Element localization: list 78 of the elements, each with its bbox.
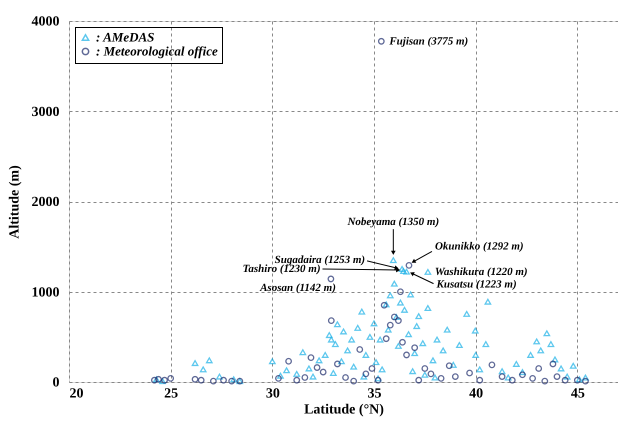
y-tick-label: 2000 — [32, 195, 60, 210]
point — [415, 376, 422, 384]
point — [399, 338, 406, 346]
point — [374, 376, 382, 384]
legend-label: : Meteorological office — [96, 44, 218, 58]
x-tick-label: 25 — [164, 386, 178, 402]
point — [541, 378, 548, 384]
point — [301, 374, 308, 381]
point — [438, 375, 444, 382]
point — [386, 322, 394, 329]
point — [488, 361, 496, 368]
point — [328, 276, 334, 282]
point — [529, 375, 536, 382]
point — [378, 38, 385, 45]
y-tick-label: 4000 — [32, 14, 60, 30]
point — [334, 360, 341, 368]
point — [582, 378, 589, 384]
point — [476, 376, 484, 384]
x-tick-label: 45 — [570, 386, 585, 402]
point — [562, 376, 569, 384]
annotation: Washikura (1220 m) — [434, 266, 528, 278]
point — [308, 354, 314, 362]
point — [151, 376, 158, 384]
x-axis-title: Latitude (°N) — [304, 402, 384, 418]
annotation: Sugadaira (1253 m) — [274, 254, 366, 266]
y-tick-label: 1000 — [32, 285, 60, 300]
point — [406, 262, 412, 269]
point — [421, 365, 428, 372]
annotation: Kusatsu (1223 m) — [436, 278, 517, 291]
point — [192, 376, 198, 383]
point — [397, 288, 404, 296]
point — [275, 375, 282, 382]
point — [161, 376, 168, 384]
point — [350, 378, 358, 384]
point — [320, 368, 327, 376]
point — [167, 375, 174, 382]
point — [362, 370, 370, 378]
point — [508, 376, 516, 384]
point — [228, 378, 236, 384]
point — [220, 376, 227, 384]
point — [155, 376, 162, 383]
point — [198, 376, 205, 384]
point — [446, 362, 453, 370]
x-tick-label: 40 — [469, 386, 484, 402]
annotation: Nobeyama (1350 m) — [346, 216, 440, 228]
point — [328, 317, 335, 324]
point — [411, 344, 418, 352]
annotation: Okunikko (1292 m) — [434, 240, 524, 252]
point — [356, 346, 364, 353]
annotation: Asosan (1142 m) — [259, 282, 336, 294]
point — [498, 373, 506, 380]
y-tick-label: 0 — [52, 376, 60, 390]
x-tick-label: 35 — [368, 386, 382, 402]
point — [403, 352, 410, 358]
point — [452, 373, 459, 380]
point — [314, 364, 320, 371]
point — [395, 317, 402, 324]
point — [535, 365, 542, 372]
y-tick-label: 3000 — [32, 104, 60, 120]
x-tick-label: 30 — [266, 386, 280, 402]
legend-label: : AMeDAS — [96, 30, 154, 44]
point — [342, 374, 349, 381]
point — [380, 302, 388, 309]
point — [285, 358, 292, 365]
y-axis-title: Altitude (m) — [8, 164, 22, 239]
point — [428, 370, 434, 378]
point — [293, 376, 300, 384]
point — [368, 365, 376, 372]
annotation: Fujisan (3775 m) — [388, 35, 468, 48]
point — [554, 373, 560, 380]
point — [382, 335, 390, 342]
point — [550, 360, 556, 368]
point — [574, 376, 581, 384]
x-tick-label: 20 — [70, 386, 84, 402]
point — [519, 371, 526, 378]
point — [466, 370, 473, 376]
point — [210, 378, 217, 384]
point — [390, 314, 398, 320]
